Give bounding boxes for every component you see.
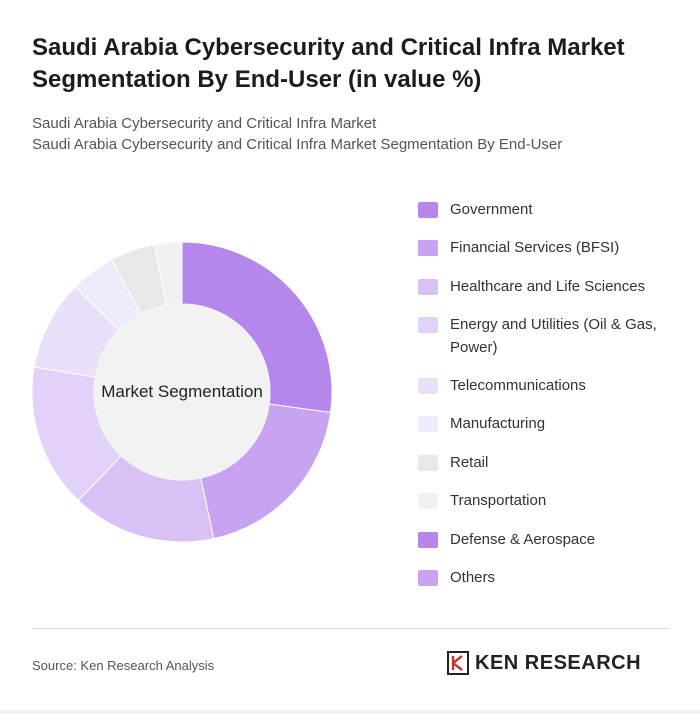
legend-swatch bbox=[418, 378, 438, 394]
legend-swatch bbox=[418, 317, 438, 333]
chart-subtitle: Saudi Arabia Cybersecurity and Critical … bbox=[32, 113, 672, 155]
legend-item: Telecommunications bbox=[418, 374, 678, 397]
legend-swatch bbox=[418, 240, 438, 256]
legend-label: Defense & Aerospace bbox=[450, 531, 596, 548]
legend-item: Transportation bbox=[418, 489, 678, 512]
legend-item: Manufacturing bbox=[418, 412, 678, 435]
legend-item: Others bbox=[418, 566, 678, 589]
legend-label: Government bbox=[450, 201, 533, 218]
donut-hole bbox=[94, 304, 270, 480]
donut-svg bbox=[32, 242, 332, 542]
source-note: Source: Ken Research Analysis bbox=[32, 658, 215, 673]
legend-swatch bbox=[418, 279, 438, 295]
legend-item: Healthcare and Life Sciences bbox=[418, 275, 678, 298]
legend-label: Retail bbox=[450, 454, 489, 471]
chart-title: Saudi Arabia Cybersecurity and Critical … bbox=[32, 34, 625, 93]
legend-label: Healthcare and Life Sciences bbox=[450, 278, 646, 295]
footer-divider bbox=[32, 628, 668, 629]
legend-label: Financial Services (BFSI) bbox=[450, 239, 620, 256]
subtitle-line-1: Saudi Arabia Cybersecurity and Critical … bbox=[32, 115, 377, 132]
legend-label: Telecommunications bbox=[450, 377, 586, 394]
legend-swatch bbox=[418, 493, 438, 509]
legend-swatch bbox=[418, 202, 438, 218]
legend-label: Energy and Utilities (Oil & Gas, Power) bbox=[450, 316, 657, 356]
legend-item: Government bbox=[418, 198, 678, 221]
donut-chart: Market Segmentation bbox=[32, 242, 332, 542]
legend-item: Defense & Aerospace bbox=[418, 528, 678, 551]
logo-wordmark: KEN RESEARCH bbox=[475, 651, 642, 674]
legend-item: Financial Services (BFSI) bbox=[418, 236, 678, 259]
ken-research-logo-icon bbox=[447, 651, 469, 675]
legend-swatch bbox=[418, 416, 438, 432]
legend-label: Transportation bbox=[450, 492, 547, 509]
legend-item: Retail bbox=[418, 451, 678, 474]
legend-swatch bbox=[418, 455, 438, 471]
subtitle-line-2: Saudi Arabia Cybersecurity and Critical … bbox=[32, 136, 563, 153]
legend-swatch bbox=[418, 532, 438, 548]
ken-research-logo: KEN RESEARCH bbox=[447, 651, 641, 675]
legend-label: Manufacturing bbox=[450, 415, 546, 432]
legend-item: Energy and Utilities (Oil & Gas, Power) bbox=[418, 313, 678, 359]
legend-swatch bbox=[418, 570, 438, 586]
legend-label: Others bbox=[450, 569, 496, 586]
